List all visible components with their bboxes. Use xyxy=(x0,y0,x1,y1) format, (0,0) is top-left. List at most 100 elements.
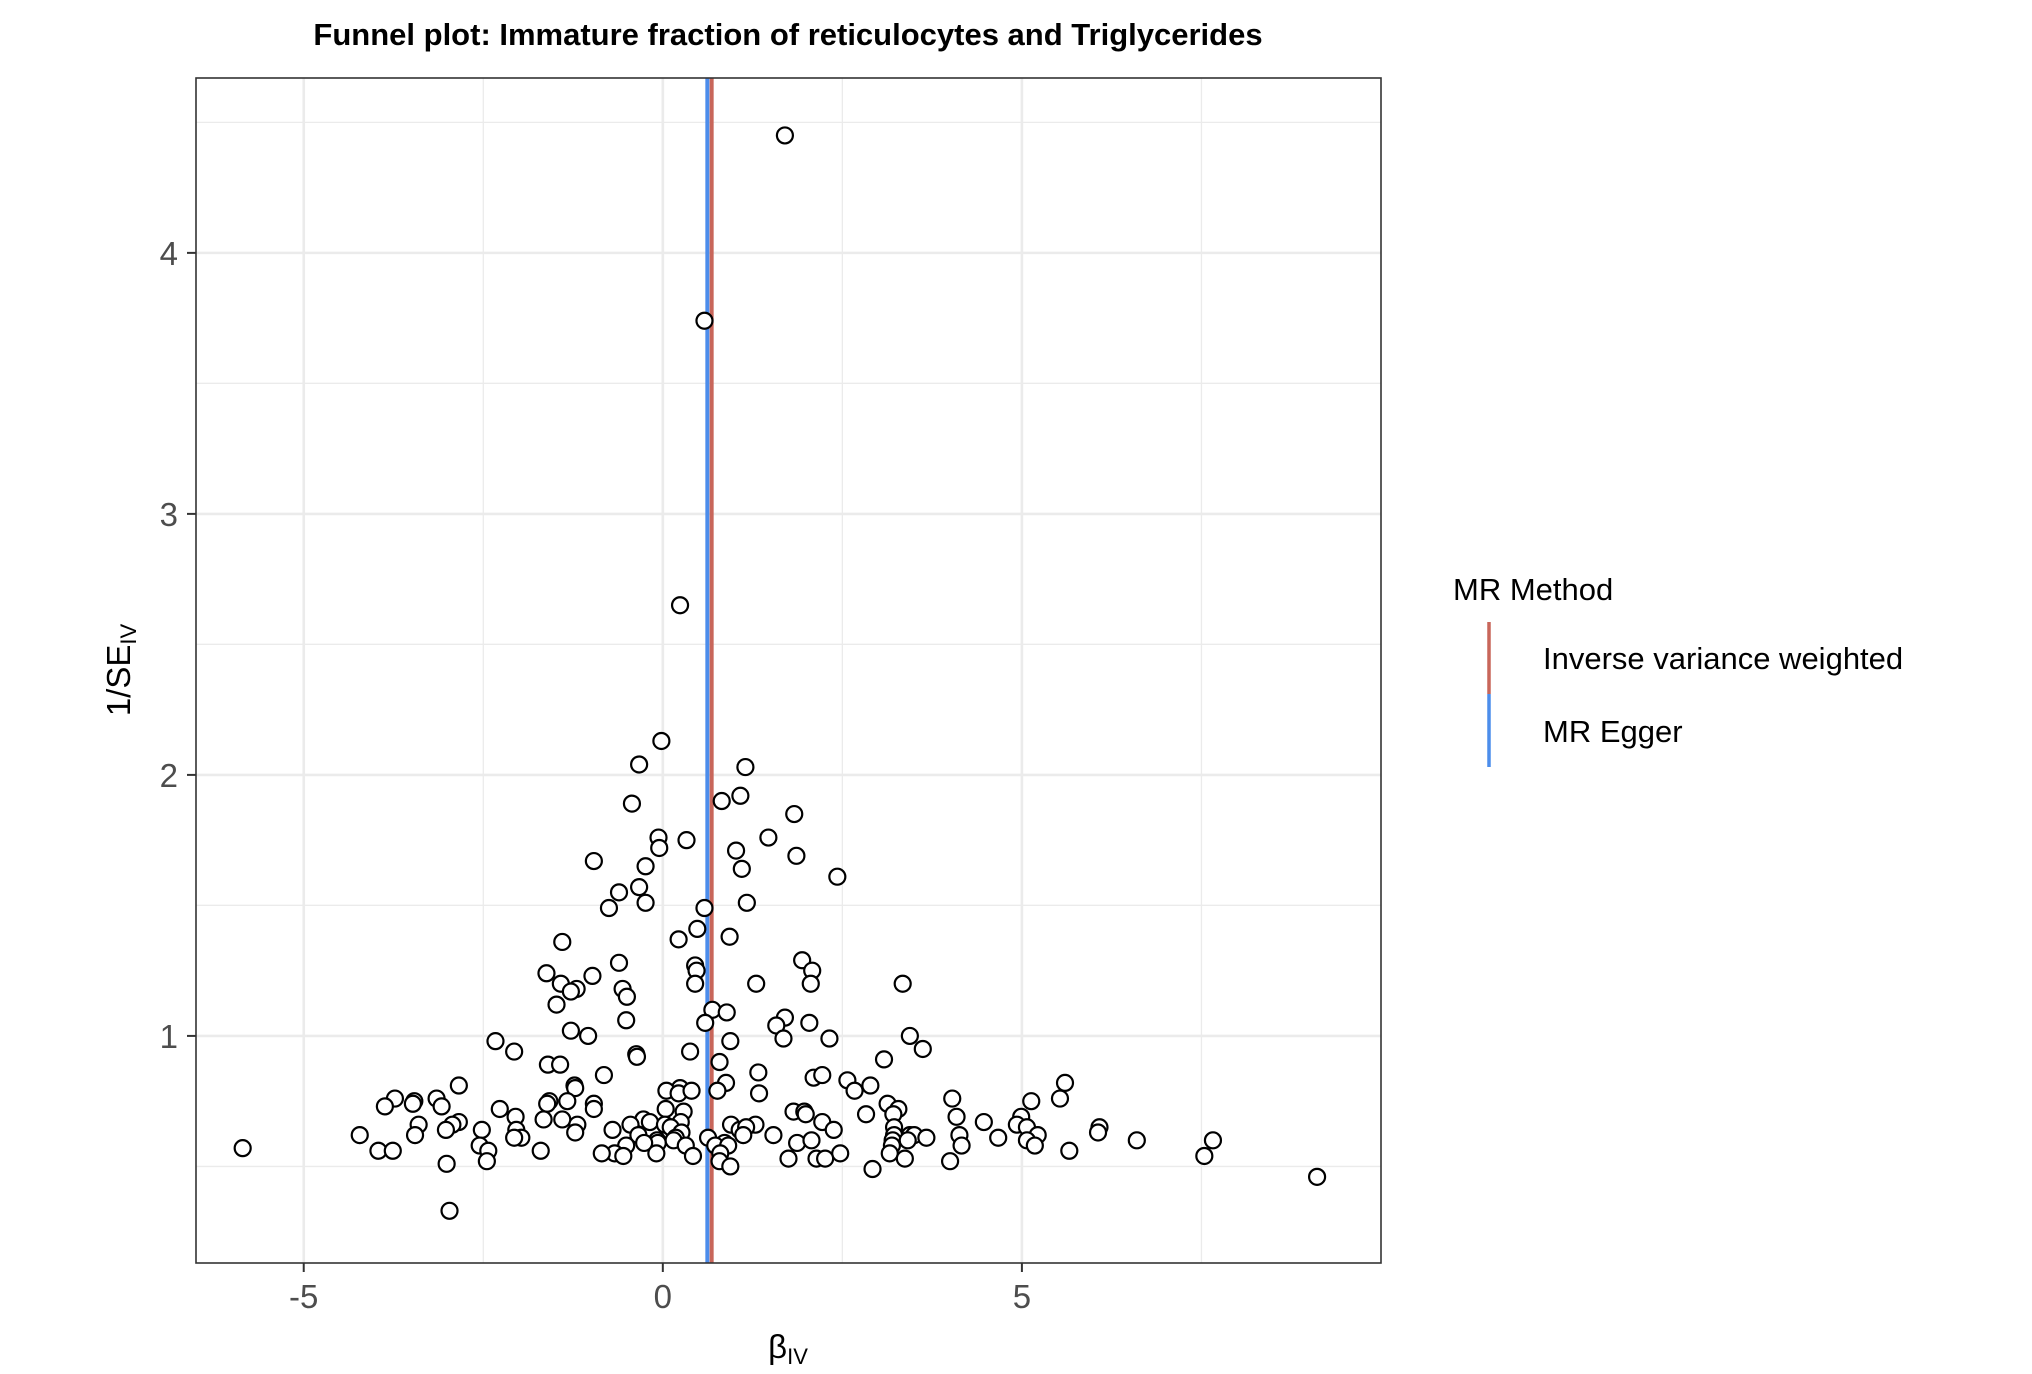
data-point xyxy=(579,1026,598,1046)
x-tick-label: 5 xyxy=(1013,1278,1031,1315)
data-point xyxy=(650,838,669,858)
data-point xyxy=(1307,1167,1327,1186)
data-point xyxy=(708,1081,727,1100)
data-point xyxy=(669,930,688,949)
data-point xyxy=(599,898,619,918)
data-point xyxy=(893,974,912,993)
data-point xyxy=(913,1039,932,1059)
data-point xyxy=(609,953,629,972)
data-point xyxy=(775,126,795,145)
data-point xyxy=(622,794,642,813)
data-point xyxy=(802,1131,821,1150)
data-point xyxy=(787,846,806,865)
y-axis-ticks: 1 2 3 4 xyxy=(160,235,196,1055)
data-point xyxy=(561,982,580,1001)
y-tick-label: 3 xyxy=(160,496,178,533)
x-axis-label-sub: IV xyxy=(787,1344,808,1369)
y-axis-label-sub: IV xyxy=(116,624,141,645)
grid-minor xyxy=(196,78,1381,1263)
data-point xyxy=(800,1013,819,1032)
x-tick-label: 0 xyxy=(654,1278,672,1315)
data-point xyxy=(652,731,671,751)
data-point xyxy=(594,1065,614,1085)
data-point xyxy=(640,1112,659,1132)
data-point xyxy=(737,893,756,912)
data-point xyxy=(874,1050,894,1069)
y-tick-label: 4 xyxy=(160,235,178,272)
data-point xyxy=(696,1013,715,1032)
plot-panel-border xyxy=(195,77,1382,1264)
data-point xyxy=(774,1029,793,1048)
data-point xyxy=(670,596,690,615)
data-point xyxy=(1195,1146,1214,1166)
data-point xyxy=(917,1128,936,1147)
data-point xyxy=(233,1139,252,1158)
data-point xyxy=(547,995,566,1014)
data-point xyxy=(764,1126,783,1145)
data-point xyxy=(437,1154,456,1173)
data-point xyxy=(943,1089,962,1108)
data-point xyxy=(898,1131,917,1150)
data-point xyxy=(895,1149,914,1168)
legend-label-inverse-variance-weighted: Inverse variance weighted xyxy=(1543,641,1903,676)
plot-panel-background xyxy=(196,78,1381,1263)
data-point xyxy=(630,878,649,897)
data-point xyxy=(880,1144,899,1163)
data-point xyxy=(816,1149,835,1168)
data-point xyxy=(1022,1092,1041,1111)
legend-label-mr-egger: MR Egger xyxy=(1543,714,1683,749)
data-point xyxy=(721,1032,740,1051)
legend-title: MR Method xyxy=(1453,572,1613,607)
data-point xyxy=(712,791,731,811)
data-point xyxy=(636,893,655,912)
data-point xyxy=(635,1133,654,1153)
data-point xyxy=(749,1084,769,1103)
data-point xyxy=(1127,1131,1146,1150)
data-point xyxy=(1055,1073,1075,1093)
data-point xyxy=(486,1032,505,1051)
data-point xyxy=(636,857,655,876)
data-point xyxy=(828,867,847,886)
x-axis-label-main: β xyxy=(768,1328,787,1365)
data-point xyxy=(900,1026,919,1046)
y-axis-label: 1/SEIV xyxy=(100,624,141,717)
data-point xyxy=(537,964,556,983)
x-axis-ticks: -5 0 5 xyxy=(289,1263,1031,1315)
data-point xyxy=(566,1079,585,1098)
data-point xyxy=(695,898,714,918)
data-point xyxy=(350,1126,369,1145)
data-point xyxy=(947,1107,966,1126)
data-point xyxy=(726,841,746,860)
data-point xyxy=(710,1052,729,1072)
data-point xyxy=(490,1099,509,1119)
data-point xyxy=(801,974,820,993)
data-point xyxy=(553,1110,572,1129)
data-point xyxy=(375,1097,394,1116)
data-point xyxy=(732,859,751,878)
data-point xyxy=(403,1094,422,1113)
data-point xyxy=(796,1105,815,1124)
data-point xyxy=(861,1076,880,1095)
data-point xyxy=(583,966,602,985)
data-point xyxy=(383,1141,402,1160)
data-point xyxy=(695,311,714,330)
data-points xyxy=(233,126,1327,1220)
data-point xyxy=(592,1144,611,1163)
data-point xyxy=(405,1126,425,1145)
data-point xyxy=(436,1120,456,1139)
data-point xyxy=(432,1097,451,1116)
data-point xyxy=(759,828,778,847)
data-point xyxy=(863,1159,882,1179)
data-point xyxy=(617,1011,636,1030)
data-point xyxy=(656,1099,675,1119)
data-point xyxy=(614,1146,633,1166)
data-point xyxy=(820,1029,839,1048)
data-point xyxy=(627,1047,647,1066)
data-point xyxy=(683,1146,703,1166)
data-point xyxy=(734,1126,753,1145)
data-point xyxy=(584,851,603,871)
data-point xyxy=(449,1076,468,1095)
data-point xyxy=(1060,1141,1079,1160)
data-point xyxy=(686,974,705,993)
